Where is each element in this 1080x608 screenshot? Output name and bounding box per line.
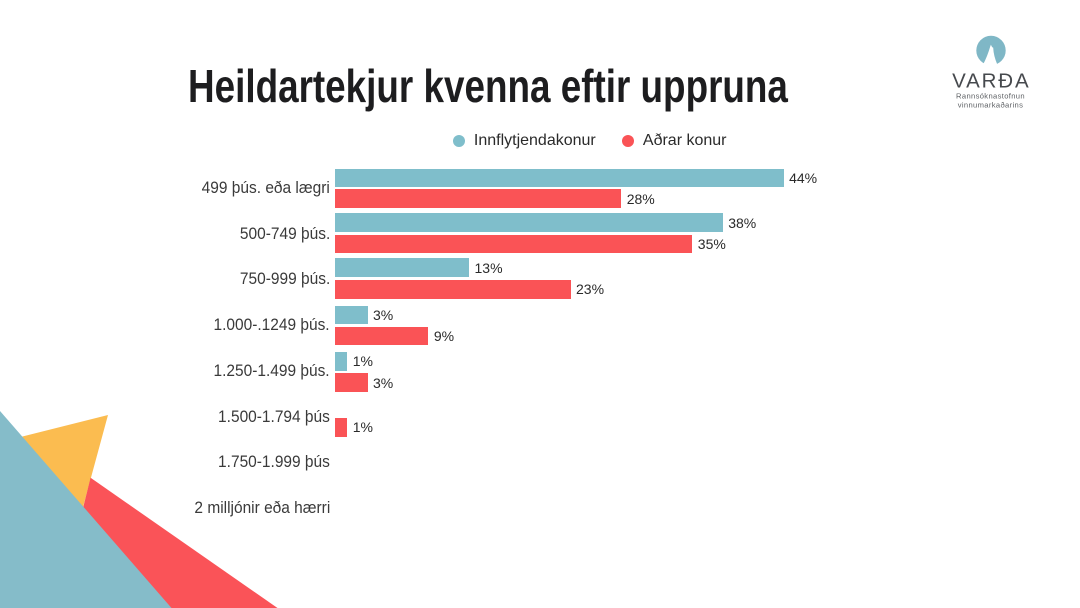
- svg-text:VARÐA: VARÐA: [952, 69, 1030, 92]
- svg-text:Rannsóknastofnun: Rannsóknastofnun: [956, 92, 1025, 101]
- svg-text:vinnumarkaðarins: vinnumarkaðarins: [958, 101, 1024, 110]
